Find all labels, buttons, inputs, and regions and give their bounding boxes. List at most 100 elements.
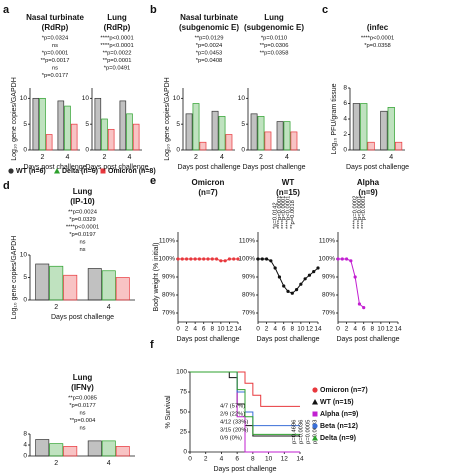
y-tick-label: 4 (23, 442, 27, 449)
annotation: *p=0.0453 (196, 51, 223, 57)
bar (360, 103, 368, 151)
annotation: **p=0.0129 (195, 36, 224, 42)
bar (264, 131, 272, 151)
y-tick-label: 10 (238, 95, 246, 102)
y-tick-label: 0 (23, 147, 27, 154)
bar (115, 446, 130, 457)
annotation: ****p<0.0001 (277, 196, 283, 229)
legend-label: Omicron (n=8) (108, 168, 156, 175)
x-tick-label: 4 (220, 154, 224, 161)
p-value: p=0.0003 (313, 420, 319, 444)
x-tick-label: 14 (234, 326, 242, 333)
x-tick-label: 12 (226, 326, 234, 333)
y-tick-label: 10 (20, 252, 28, 259)
annotation: **p=0.0085 (68, 396, 97, 402)
x-tick-label: 14 (314, 326, 322, 333)
annotation: *p=0.0142 (273, 202, 279, 229)
y-tick-label: 110% (239, 238, 255, 245)
x-tick-label: 2 (265, 326, 269, 333)
x-tick-label: 4 (220, 456, 224, 463)
chart-subtitle: (n=9) (358, 188, 378, 197)
x-tick-label: 2 (54, 460, 58, 467)
annotation: ****p<0.0001 (357, 196, 363, 229)
bar (101, 440, 116, 457)
chart-subtitle: (n=7) (198, 188, 218, 197)
bar (199, 141, 207, 151)
x-tick-label: 4 (107, 304, 111, 311)
bar (257, 116, 265, 151)
chart-subtitle: (RdRp) (104, 23, 131, 32)
bar (225, 134, 233, 151)
legend-marker (100, 168, 106, 174)
bar (94, 97, 102, 151)
y-tick-label: 6 (343, 100, 347, 107)
x-tick-label: 2 (204, 456, 208, 463)
x-tick-label: 0 (336, 326, 340, 333)
legend-marker (8, 168, 14, 174)
y-tick-label: 0 (85, 147, 89, 154)
x-axis-label: Days post challenge (213, 466, 276, 473)
bar (35, 263, 50, 301)
annotation: *p=0.0329 (69, 217, 96, 223)
panel-letter: a (3, 4, 10, 16)
chart-subtitle: (n=15) (276, 188, 300, 197)
panel-letter: f (150, 339, 154, 351)
x-tick-label: 8 (290, 326, 294, 333)
bar (185, 113, 193, 151)
x-axis-label: Days post challenge (85, 164, 148, 171)
bar (367, 141, 375, 151)
x-tick-label: 2 (41, 154, 45, 161)
bar (387, 107, 395, 151)
annotation: *p=0.0177 (42, 73, 69, 79)
annotation: **p=0.0017 (41, 58, 70, 64)
annotation: ns (79, 240, 85, 246)
chart-title: Lung (73, 373, 93, 382)
x-tick-label: 4 (107, 460, 111, 467)
annotation: ns (79, 247, 85, 253)
x-tick-label: 12 (281, 456, 289, 463)
legend-marker (312, 387, 318, 393)
annotation: **p=0.0001 (103, 58, 132, 64)
x-tick-label: 12 (306, 326, 314, 333)
legend-marker (54, 168, 60, 174)
line (178, 258, 238, 262)
bar (87, 268, 102, 301)
y-tick-label: 8 (343, 85, 347, 92)
annotation: **p=0.004 (70, 418, 96, 424)
panel-letter: c (322, 4, 328, 16)
bar (394, 141, 403, 151)
x-tick-label: 2 (103, 154, 107, 161)
annotation: ****p<0.0001 (281, 196, 287, 229)
y-tick-label: 10 (173, 95, 181, 102)
legend-marker (312, 411, 318, 417)
y-tick-label: 5 (23, 121, 27, 128)
x-tick-label: 4 (128, 154, 132, 161)
bar (352, 103, 361, 151)
chart-title: Alpha (357, 178, 380, 187)
y-tick-label: 0 (23, 453, 27, 460)
annotation: ns (52, 43, 58, 49)
bar (283, 121, 291, 151)
y-axis-label: % Survival (165, 395, 172, 429)
y-tick-label: 70% (162, 310, 175, 317)
annotation: ns (52, 66, 58, 72)
x-axis-label: Days post challenge (346, 164, 409, 171)
x-tick-label: 2 (194, 154, 198, 161)
y-tick-label: 110% (159, 238, 175, 245)
legend-marker (312, 435, 318, 441)
line (258, 258, 319, 294)
annotation: *p=0.0358 (364, 43, 391, 49)
annotation: *p=0.0491 (104, 66, 131, 72)
annotation: ns (79, 411, 85, 417)
y-tick-label: 8 (23, 431, 27, 438)
x-axis-label: Days post challenge (242, 164, 305, 171)
x-axis-label: Days post challenge (256, 336, 319, 343)
chart-title: Lung (107, 13, 127, 22)
y-tick-label: 100% (238, 256, 255, 263)
y-axis-label: Log₁₀ gene copies/GAPDH (11, 236, 18, 319)
legend-label: WT (n=15) (320, 399, 354, 406)
annotation: **p=0.0358 (260, 51, 289, 57)
bar (49, 443, 64, 457)
chart-title: Nasal turbinate (26, 13, 84, 22)
x-tick-label: 10 (265, 456, 273, 463)
